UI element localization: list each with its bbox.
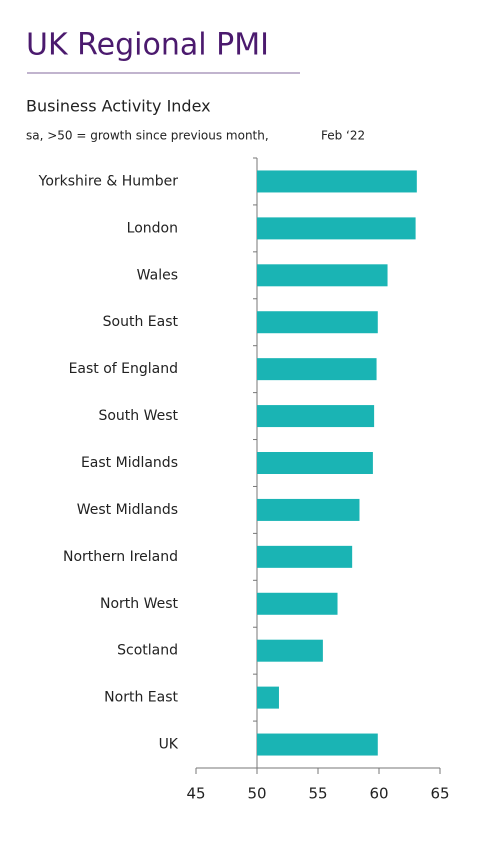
bar [257,264,388,287]
x-tick-label: 45 [186,785,205,803]
bar [257,498,360,521]
y-tick-label: North West [100,596,179,612]
y-tick-label: Northern Ireland [63,549,178,565]
x-tick-label: 65 [430,785,449,803]
chart-note: sa, >50 = growth since previous month, [26,129,269,143]
x-tick-label: 55 [308,785,327,803]
bar [257,452,373,474]
chart-title: UK Regional PMI [26,28,269,63]
chart-date: Feb ‘22 [321,129,365,143]
bar [257,639,323,662]
bar [257,217,416,240]
x-tick-label: 50 [247,785,266,803]
bar [257,405,375,428]
bar [257,358,377,381]
bar [257,592,338,615]
bar [257,686,279,709]
y-tick-label: Yorkshire & Humber [38,173,179,189]
y-tick-label: South West [98,408,178,424]
y-tick-label: London [127,220,178,236]
y-tick-label: South East [103,314,179,330]
y-tick-label: Scotland [117,643,178,659]
y-tick-label: West Midlands [77,502,178,518]
bar [257,545,353,568]
y-tick-label: East of England [69,361,178,377]
chart-subtitle: Business Activity Index [26,97,211,116]
y-tick-label: Wales [137,267,178,283]
x-tick-label: 60 [369,785,388,803]
bar [257,170,417,193]
bar [257,311,378,334]
bar [257,733,378,756]
y-tick-label: North East [104,690,178,706]
y-tick-label: UK [159,737,179,753]
y-tick-label: East Midlands [81,455,178,471]
